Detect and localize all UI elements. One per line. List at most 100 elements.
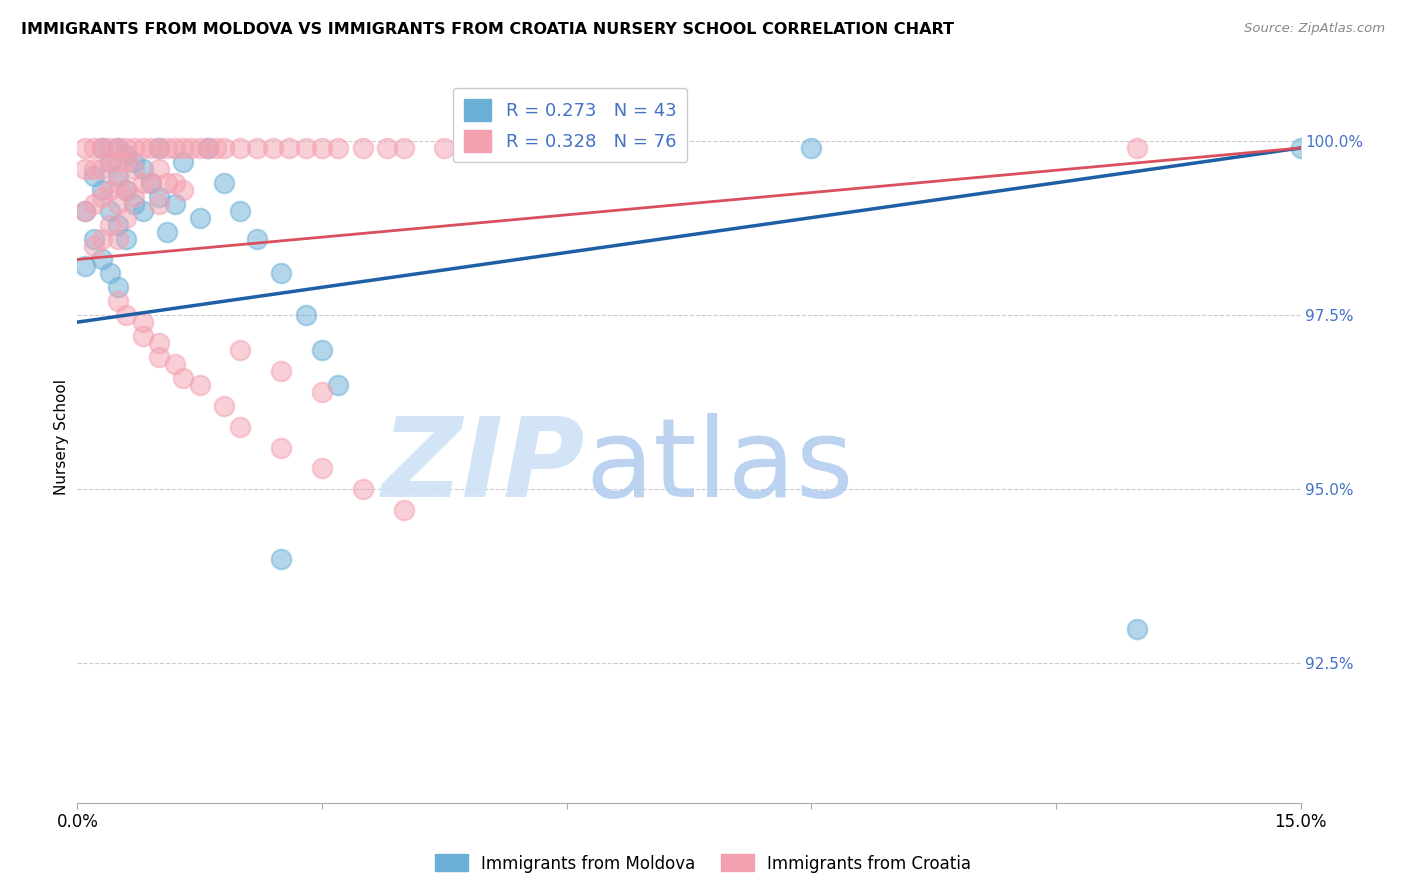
Point — [139, 141, 162, 155]
Point — [107, 294, 129, 309]
Point — [124, 161, 146, 176]
Point — [205, 141, 228, 155]
Point — [115, 183, 138, 197]
Point — [188, 211, 211, 225]
Point — [148, 141, 170, 155]
Point — [352, 141, 374, 155]
Point — [107, 141, 129, 155]
Point — [83, 196, 105, 211]
Point — [107, 155, 129, 169]
Point — [148, 141, 170, 155]
Point — [311, 384, 333, 399]
Point — [124, 155, 146, 169]
Point — [156, 225, 179, 239]
Point — [197, 141, 219, 155]
Point — [197, 141, 219, 155]
Text: ZIP: ZIP — [381, 413, 585, 520]
Point — [270, 552, 292, 566]
Point — [172, 155, 194, 169]
Point — [90, 190, 112, 204]
Point — [148, 336, 170, 351]
Point — [98, 203, 121, 218]
Point — [156, 141, 179, 155]
Point — [596, 141, 619, 155]
Point — [311, 141, 333, 155]
Point — [172, 183, 194, 197]
Point — [212, 176, 235, 190]
Point — [124, 196, 146, 211]
Point — [156, 176, 179, 190]
Point — [172, 371, 194, 385]
Point — [165, 196, 187, 211]
Point — [328, 141, 350, 155]
Point — [148, 161, 170, 176]
Point — [90, 252, 112, 267]
Point — [139, 176, 162, 190]
Point — [131, 315, 153, 329]
Point — [433, 141, 456, 155]
Point — [555, 141, 578, 155]
Point — [165, 176, 187, 190]
Point — [1126, 141, 1149, 155]
Point — [107, 176, 129, 190]
Y-axis label: Nursery School: Nursery School — [53, 379, 69, 495]
Point — [115, 211, 138, 225]
Point — [83, 238, 105, 252]
Point — [107, 141, 129, 155]
Point — [131, 329, 153, 343]
Point — [180, 141, 202, 155]
Point — [270, 266, 292, 280]
Point — [294, 308, 316, 322]
Point — [294, 141, 316, 155]
Point — [165, 357, 187, 371]
Point — [131, 176, 153, 190]
Point — [90, 141, 112, 155]
Point — [800, 141, 823, 155]
Legend: R = 0.273   N = 43, R = 0.328   N = 76: R = 0.273 N = 43, R = 0.328 N = 76 — [453, 87, 688, 162]
Point — [328, 377, 350, 392]
Point — [107, 169, 129, 183]
Point — [148, 196, 170, 211]
Point — [115, 231, 138, 245]
Point — [98, 141, 121, 155]
Point — [115, 141, 138, 155]
Point — [75, 203, 97, 218]
Point — [246, 141, 269, 155]
Point — [75, 260, 97, 274]
Point — [90, 231, 112, 245]
Point — [115, 308, 138, 322]
Point — [98, 155, 121, 169]
Point — [90, 183, 112, 197]
Point — [375, 141, 398, 155]
Point — [131, 141, 153, 155]
Point — [148, 190, 170, 204]
Point — [165, 141, 187, 155]
Text: atlas: atlas — [585, 413, 853, 520]
Point — [212, 399, 235, 413]
Point — [229, 203, 252, 218]
Point — [229, 419, 252, 434]
Point — [75, 141, 97, 155]
Point — [1289, 141, 1312, 155]
Point — [172, 141, 194, 155]
Point — [124, 190, 146, 204]
Point — [131, 161, 153, 176]
Point — [188, 141, 211, 155]
Point — [278, 141, 301, 155]
Point — [107, 218, 129, 232]
Point — [98, 155, 121, 169]
Point — [311, 461, 333, 475]
Point — [270, 364, 292, 378]
Point — [229, 343, 252, 357]
Point — [107, 231, 129, 245]
Point — [115, 155, 138, 169]
Point — [637, 141, 659, 155]
Point — [474, 141, 496, 155]
Point — [262, 141, 284, 155]
Point — [115, 183, 138, 197]
Point — [98, 218, 121, 232]
Point — [107, 196, 129, 211]
Point — [188, 377, 211, 392]
Point — [107, 280, 129, 294]
Point — [83, 169, 105, 183]
